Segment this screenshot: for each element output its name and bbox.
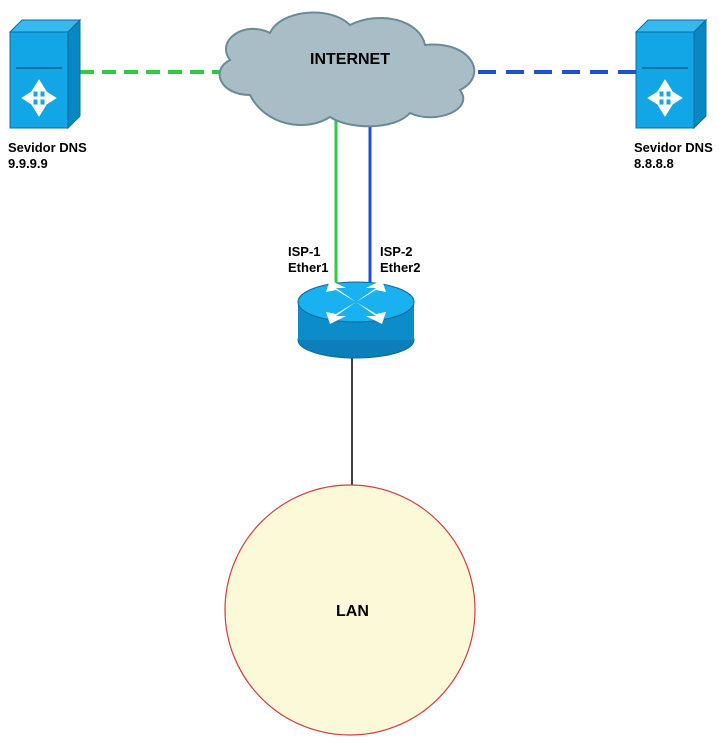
isp1-label2: Ether1 xyxy=(288,260,328,277)
server-left xyxy=(10,20,80,128)
isp2-label2: Ether2 xyxy=(380,260,420,277)
server-left-label1: Sevidor DNS xyxy=(8,140,87,157)
server-left-label2: 9.9.9.9 xyxy=(8,156,48,173)
isp2-label1: ISP-2 xyxy=(380,244,413,261)
lan-label: LAN xyxy=(336,602,369,623)
router xyxy=(298,280,414,358)
cloud-label: INTERNET xyxy=(310,50,390,71)
server-right-label2: 8.8.8.8 xyxy=(634,156,674,173)
server-right-label1: Sevidor DNS xyxy=(634,140,713,157)
server-right xyxy=(636,20,706,128)
isp1-label1: ISP-1 xyxy=(288,244,321,261)
